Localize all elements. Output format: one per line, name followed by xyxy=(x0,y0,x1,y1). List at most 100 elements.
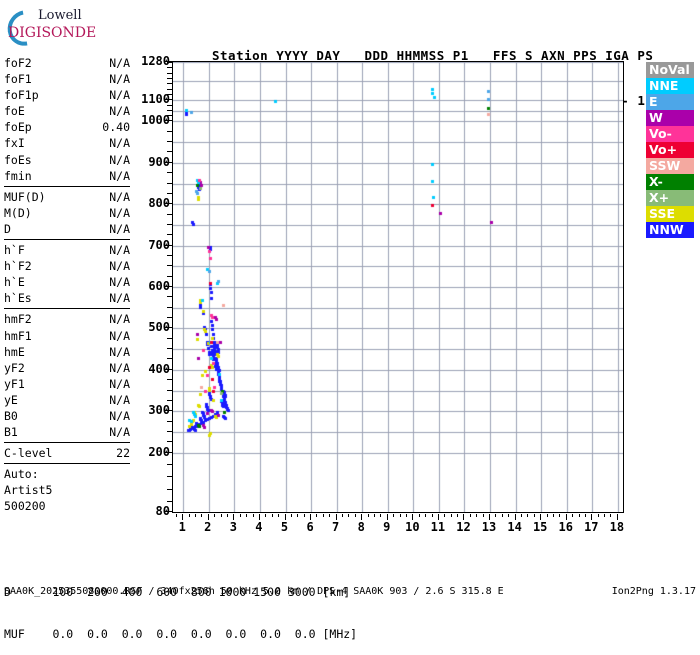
y-axis-minor-tick xyxy=(167,94,172,95)
y-axis-minor-tick xyxy=(167,327,172,328)
x-axis-minor-tick xyxy=(489,514,490,517)
param-key: h`F xyxy=(4,243,25,258)
x-axis-minor-tick xyxy=(508,514,509,517)
x-axis-minor-tick xyxy=(323,514,324,517)
x-axis-minor-tick xyxy=(534,514,535,517)
param-row-hes: h`Es N/A xyxy=(4,290,130,306)
x-axis-minor-tick xyxy=(195,514,196,517)
param-key: hmF2 xyxy=(4,312,32,327)
param-row-fof1: foF1 N/A xyxy=(4,71,130,87)
y-axis-minor-tick xyxy=(167,141,172,142)
auto-scaler-line: Auto: xyxy=(4,467,39,482)
x-axis-major-tick xyxy=(412,514,413,520)
y-axis-minor-tick xyxy=(167,476,172,477)
legend-item-x[interactable]: X+ xyxy=(646,190,694,206)
param-row-fof2: foF2 N/A xyxy=(4,55,130,71)
y-axis-label: 500 xyxy=(148,320,170,335)
param-row-yf2: yF2 N/A xyxy=(4,360,130,376)
x-axis-minor-tick xyxy=(208,514,209,517)
legend-item-w[interactable]: W xyxy=(646,110,694,126)
x-axis-minor-tick xyxy=(579,514,580,517)
x-axis-minor-tick xyxy=(483,514,484,517)
muf-row: MUF 0.0 0.0 0.0 0.0 0.0 0.0 0.0 0.0 [MHz… xyxy=(4,627,358,641)
x-axis-major-tick xyxy=(361,514,362,520)
x-axis-minor-tick xyxy=(591,514,592,517)
legend-item-sse[interactable]: SSE xyxy=(646,206,694,222)
y-axis-minor-tick xyxy=(167,162,172,163)
version-label: Ion2Png 1.3.17 xyxy=(611,586,696,597)
y-axis-minor-tick xyxy=(167,115,172,116)
x-axis-minor-tick xyxy=(610,514,611,517)
param-key: foEs xyxy=(4,152,32,167)
y-axis-minor-tick xyxy=(167,390,172,391)
ionogram-plot-area[interactable] xyxy=(172,61,624,513)
legend-item-ssw[interactable]: SSW xyxy=(646,158,694,174)
lowell-digisonde-logo: Lowell DIGISONDE xyxy=(0,3,118,53)
param-row-yf1: yF1 N/A xyxy=(4,376,130,392)
param-row-hmf1: hmF1 N/A xyxy=(4,328,130,344)
param-group-divider xyxy=(4,239,130,241)
x-axis-label: 4 xyxy=(255,520,263,534)
x-axis-minor-tick xyxy=(316,514,317,517)
x-axis-minor-tick xyxy=(400,514,401,517)
x-axis-minor-tick xyxy=(495,514,496,517)
legend-item-noval[interactable]: NoVal xyxy=(646,62,694,78)
legend-item-x[interactable]: X- xyxy=(646,174,694,190)
legend-item-vo[interactable]: Vo+ xyxy=(646,142,694,158)
x-axis-minor-tick xyxy=(368,514,369,517)
y-axis-label: 80 xyxy=(155,504,170,518)
legend-item-nnw[interactable]: NNW xyxy=(646,222,694,238)
x-axis-label: 3 xyxy=(229,520,237,534)
param-group-divider xyxy=(4,185,130,187)
param-value: N/A xyxy=(109,88,130,103)
param-key: fxI xyxy=(4,136,25,151)
x-axis-major-tick xyxy=(208,514,209,520)
y-axis-minor-tick xyxy=(167,431,172,432)
x-axis-major-tick xyxy=(182,514,183,520)
x-axis-major-tick xyxy=(233,514,234,520)
param-group-divider xyxy=(4,463,130,465)
param-value: N/A xyxy=(109,56,130,70)
param-key: h`F2 xyxy=(4,259,32,274)
y-axis-label: 400 xyxy=(148,361,170,376)
x-axis-minor-tick xyxy=(342,514,343,517)
x-axis-minor-tick xyxy=(515,514,516,517)
x-axis-major-tick xyxy=(617,514,618,520)
x-axis-minor-tick xyxy=(374,514,375,517)
y-axis-label: 600 xyxy=(148,279,170,293)
x-axis-minor-tick xyxy=(285,514,286,517)
y-axis-minor-tick xyxy=(167,452,172,453)
x-axis-label: 8 xyxy=(357,520,365,534)
x-axis-label: 6 xyxy=(306,520,314,534)
x-axis-label: 10 xyxy=(405,520,420,534)
param-value: 22 xyxy=(116,446,130,461)
x-axis-minor-tick xyxy=(201,514,202,517)
x-axis-major-tick xyxy=(489,514,490,520)
x-axis-minor-tick xyxy=(432,514,433,517)
x-axis-minor-tick xyxy=(278,514,279,517)
muf-distance-table: D 100 200 400 600 800 1000 1500 3000 [km… xyxy=(4,557,357,655)
x-axis-label: 7 xyxy=(332,520,340,534)
header-row-labels: Station YYYY DAY DDD HHMMSS P1 FFS S AXN… xyxy=(212,48,654,63)
x-axis-major-tick xyxy=(566,514,567,520)
param-key: MUF(D) xyxy=(4,189,46,204)
param-row-md: M(D) N/A xyxy=(4,205,130,221)
param-row-hme: hmE N/A xyxy=(4,344,130,360)
doppler-direction-legend: NoVal NNE E W Vo- Vo+ SSW X- X+ SSE NNW xyxy=(646,62,694,238)
x-axis-minor-tick xyxy=(566,514,567,517)
x-axis-minor-tick xyxy=(214,514,215,517)
x-axis-minor-tick xyxy=(463,514,464,517)
auto-scaler-line: 500200 xyxy=(4,499,46,514)
y-axis-minor-tick xyxy=(167,83,172,84)
ionogram-parameter-list: foF2 N/A foF1 N/A foF1p N/A foE N/A foEp 0.40 fxI N… xyxy=(4,55,130,515)
legend-item-nne[interactable]: NNE xyxy=(646,78,694,94)
x-axis-minor-tick xyxy=(387,514,388,517)
legend-item-e[interactable]: E xyxy=(646,94,694,110)
legend-item-vo[interactable]: Vo- xyxy=(646,126,694,142)
y-axis-minor-tick xyxy=(167,78,172,79)
param-row-he: h`E N/A xyxy=(4,274,130,290)
param-value: N/A xyxy=(109,221,130,236)
y-axis-minor-tick xyxy=(167,358,172,359)
param-value: N/A xyxy=(109,243,130,258)
y-axis-labels: 80 200 300 400 500 600 700 800 900 1000 1100 1280 xyxy=(126,54,170,518)
